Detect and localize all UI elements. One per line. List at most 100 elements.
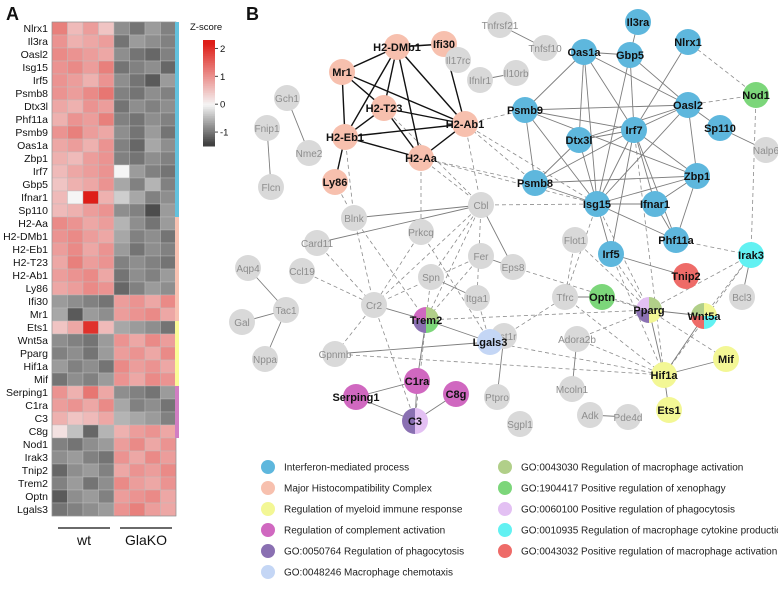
heatmap-cell [67,294,84,309]
node-label: Cbl [473,201,488,212]
heatmap-cell [113,34,130,49]
network-edges [241,21,767,422]
node-label: Pde4d [614,413,643,424]
network-node-gch1: Gch1 [274,85,300,111]
heatmap-cell [98,86,115,101]
node-circle [564,326,590,352]
node-label: Nppa [253,355,277,366]
legend-label: Regulation of complement activation [284,526,445,537]
heatmap-cell [144,398,161,413]
network-node-h2-dmb1: H2-DMb1 [373,34,421,60]
colorbar-step [203,108,215,112]
heatmap-cell [98,320,115,335]
heatmap-cell [98,203,115,218]
colorbar-step [203,84,215,87]
heatmap-cell [51,151,68,166]
node-label: Wnt5a [688,311,722,323]
network-edge-dashed [648,254,752,311]
heatmap-cell [98,60,115,75]
heatmap-cell [98,398,115,413]
heatmap-cell [98,268,115,283]
heatmap-cell [82,190,99,205]
gene-label: Hif1a [23,361,48,373]
heatmap-cell [144,164,161,179]
heatmap-cell [82,476,99,491]
heatmap-cell [98,489,115,504]
heatmap-cell [82,268,99,283]
gene-label: Tnip2 [22,465,48,477]
colorbar-step [203,121,215,124]
network-node-nppa: Nppa [252,346,278,372]
gene-label: Wnt5a [18,335,49,347]
colorbar-tick-label: 2 [220,44,225,55]
node-slice [402,408,415,434]
network-node-tnfrsf21: Tnfrsf21 [482,12,519,38]
heatmap-cell [67,385,84,400]
heatmap-cell [51,437,68,452]
heatmap-cell [82,463,99,478]
panel-a-letter: A [6,4,19,24]
network-node-gbp5: Gbp5 [616,42,644,68]
network-node-sgpl1: Sgpl1 [507,411,533,437]
node-label: Sp110 [704,123,736,135]
network-node-cbl: Cbl [468,192,494,218]
node-circle [289,258,315,284]
node-label: Fnip1 [254,124,279,135]
heatmap-cell [129,476,146,491]
heatmap-cell [67,281,84,296]
heatmap-cell [129,450,146,465]
node-label: Adora2b [558,335,596,346]
colorbar-step [203,130,215,133]
node-circle [507,411,533,437]
heatmap-cell [113,502,130,517]
node-circle [332,124,358,150]
node-label: Il3ra [627,17,651,29]
heatmap-cell [67,268,84,283]
legend-label: GO:1904417 Positive regulation of xenoph… [521,484,726,495]
node-circle [443,381,469,407]
network-legend: Interferon-mediated process Major Histoco… [261,460,778,579]
node-label: C1ra [405,376,430,388]
gene-label: Ifnar1 [21,192,48,204]
heatmap-cell [98,177,115,192]
node-circle [673,263,699,289]
heatmap-cell [129,346,146,361]
network-edge-dashed [489,341,665,376]
heatmap-cell [82,489,99,504]
heatmap-cell [82,73,99,88]
heatmap-cell [160,73,177,88]
node-label: Ptpro [485,393,509,404]
heatmap-cell [113,47,130,62]
heatmap-cell [144,411,161,426]
node-circle [304,230,330,256]
heatmap-cell [67,502,84,517]
node-circle [753,137,778,163]
heatmap-cell [160,333,177,348]
heatmap-cell [113,489,130,504]
gene-label: Lgals3 [17,504,48,516]
colorbar-step [203,131,215,135]
heatmap-cell [51,424,68,439]
heatmap-cell [51,281,68,296]
colorbar-title: Z-score [190,22,222,33]
heatmap-category-bar [175,22,179,438]
node-label: Fer [474,252,490,263]
node-label: Pparg [633,305,664,317]
heatmap-cell [67,255,84,270]
heatmap-cell [129,411,146,426]
node-label: Il17rc [446,56,470,67]
node-label: Mr1 [332,67,352,79]
colorbar-tick-label: -1 [220,128,228,139]
heatmap-cell [51,73,68,88]
node-circle [625,9,651,35]
node-label: Flcn [262,183,281,194]
heatmap-cell [160,86,177,101]
heatmap-cell [129,138,146,153]
heatmap-cell [51,203,68,218]
heatmap-cell [160,294,177,309]
network-edge [524,109,635,131]
heatmap-cell [129,294,146,309]
node-circle [322,169,348,195]
node-circle [361,292,387,318]
